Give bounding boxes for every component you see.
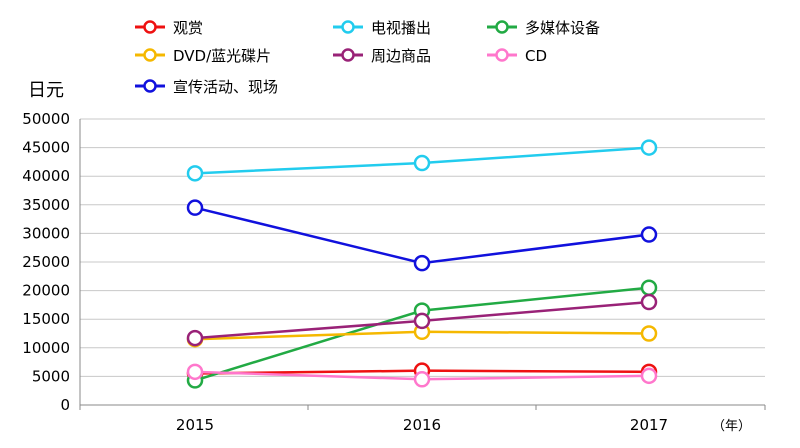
y-tick-label-6: 30000	[22, 224, 70, 242]
legend-swatch-marker	[495, 48, 509, 62]
legend-label: 电视播出	[371, 19, 431, 37]
legend-swatch-marker	[341, 48, 355, 62]
data-point-5-0	[186, 363, 204, 381]
legend-label: 周边商品	[371, 47, 431, 65]
data-point-2-2	[640, 279, 658, 296]
legend-item-0: 观赏	[135, 19, 203, 37]
legend-swatch-marker	[143, 79, 157, 93]
legend-label: DVD/蓝光碟片	[173, 47, 271, 65]
legend-swatch-marker	[495, 20, 509, 34]
data-point-6-1	[413, 254, 431, 272]
legend-label: CD	[525, 47, 547, 65]
legend-item-4: 周边商品	[333, 47, 431, 65]
legend-item-5: CD	[487, 47, 547, 65]
data-point-4-2	[640, 293, 658, 311]
y-tick-label-10: 50000	[22, 110, 70, 128]
y-tick-label-8: 40000	[22, 167, 70, 185]
data-point-1-1	[413, 154, 431, 172]
y-tick-label-2: 10000	[22, 339, 70, 357]
data-point-5-2	[640, 367, 658, 385]
legend-label: 多媒体设备	[525, 19, 600, 37]
series-line-6	[194, 206, 650, 265]
x-tick-label-1: 2016	[403, 416, 441, 434]
series-4	[186, 293, 658, 347]
y-tick-label-9: 45000	[22, 139, 70, 157]
legend-item-3: DVD/蓝光碟片	[135, 47, 271, 65]
data-point-6-0	[186, 199, 204, 216]
y-axis-label: 日元	[28, 80, 64, 101]
data-point-5-1	[413, 371, 431, 388]
legend-item-1: 电视播出	[333, 19, 431, 37]
legend: 观赏 电视播出 多媒体设备 DVD/蓝光碟片 周边商品 CD 宣传活动、现场	[135, 19, 600, 96]
y-tick-label-5: 25000	[22, 253, 70, 271]
data-point-6-2	[640, 226, 658, 243]
series-1	[186, 139, 658, 182]
legend-item-6: 宣传活动、现场	[135, 78, 278, 96]
axes	[79, 119, 766, 410]
y-tick-label-7: 35000	[22, 196, 70, 214]
data-point-1-0	[186, 165, 204, 182]
legend-swatch-marker	[143, 20, 157, 34]
data-point-4-1	[413, 312, 431, 330]
legend-swatch-marker	[341, 20, 355, 34]
x-tick-label-2: 2017	[630, 416, 668, 434]
series-lines	[186, 139, 658, 389]
data-point-3-2	[640, 325, 658, 342]
legend-label: 宣传活动、现场	[173, 78, 278, 96]
x-tick-labels: 2015 2016 2017	[176, 416, 668, 434]
series-6	[186, 199, 658, 272]
y-tick-label-0: 0	[60, 396, 70, 414]
x-tick-label-0: 2015	[176, 416, 214, 434]
y-tick-labels: 0 5000 10000 15000 20000 25000 30000 35000 40000…	[22, 110, 70, 414]
data-point-4-0	[186, 329, 204, 347]
legend-swatch-marker	[143, 48, 157, 62]
legend-label: 观赏	[173, 19, 203, 37]
legend-item-2: 多媒体设备	[487, 19, 600, 37]
y-tick-label-3: 15000	[22, 310, 70, 328]
x-axis-unit: （年）	[712, 419, 751, 434]
y-tick-label-1: 5000	[32, 367, 70, 385]
data-point-1-2	[640, 139, 658, 156]
y-tick-label-4: 20000	[22, 282, 70, 300]
series-5	[186, 363, 658, 388]
